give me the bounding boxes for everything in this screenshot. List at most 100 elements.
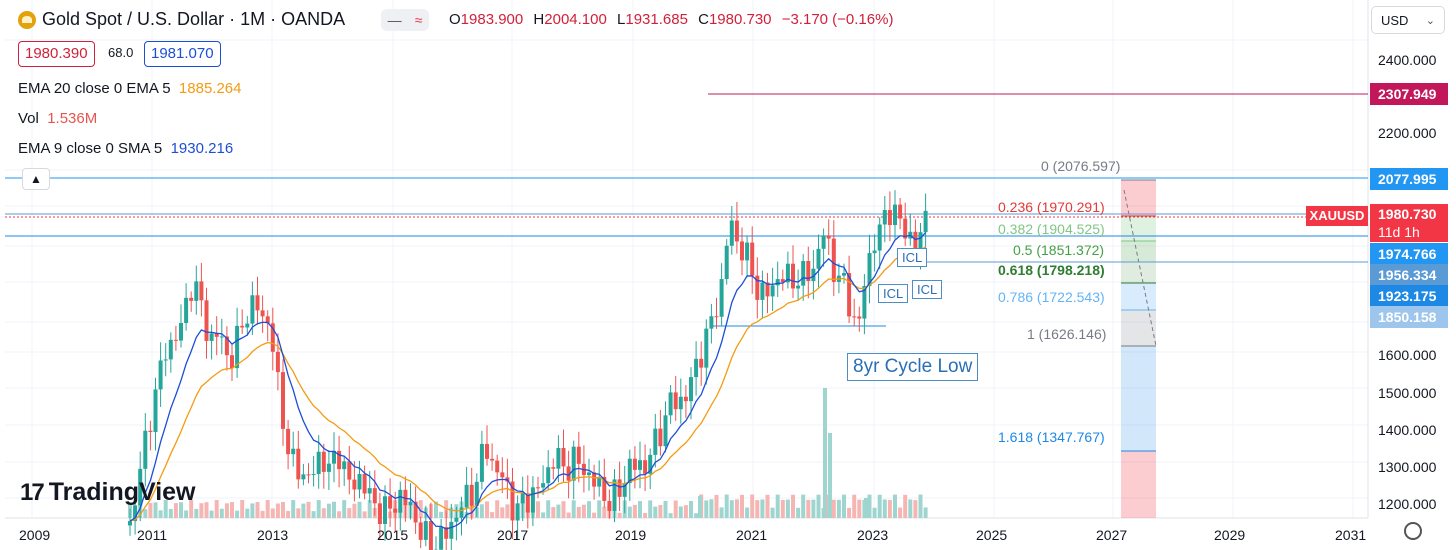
chart-mode-toggle[interactable]: — ≈ bbox=[381, 9, 429, 31]
fib-label-1618: 1.618 (1347.767) bbox=[998, 429, 1105, 445]
volume-bar bbox=[173, 503, 178, 518]
candle-body bbox=[923, 210, 928, 233]
candle-body bbox=[413, 501, 418, 523]
fib-label-0382: 0.382 (1904.525) bbox=[998, 221, 1105, 237]
volume-bar bbox=[780, 499, 785, 518]
gold-coin-icon bbox=[18, 10, 36, 29]
volume-bar bbox=[806, 499, 811, 518]
volume-bar bbox=[541, 512, 546, 518]
volume-bar bbox=[250, 503, 255, 518]
cycle-low-annotation[interactable]: 8yr Cycle Low bbox=[847, 353, 979, 381]
volume-bar bbox=[245, 508, 250, 518]
volume-bar bbox=[347, 508, 352, 518]
candle-body bbox=[260, 310, 265, 317]
volume-bar bbox=[214, 500, 219, 518]
candle-body bbox=[393, 508, 398, 513]
candle-body bbox=[510, 481, 515, 521]
volume-bar bbox=[908, 499, 913, 518]
volume-bar bbox=[291, 500, 296, 518]
fib-label-0618: 0.618 (1798.218) bbox=[998, 262, 1105, 278]
collapse-legend-button[interactable]: ▲ bbox=[22, 168, 50, 190]
candle-body bbox=[734, 220, 739, 242]
candle-body bbox=[551, 467, 556, 469]
fib-zone bbox=[1121, 346, 1156, 451]
indicator-ema20[interactable]: EMA 20 close 0 EMA 5 1885.264 bbox=[18, 80, 242, 97]
x-tick: 2009 bbox=[19, 527, 51, 543]
volume-bar bbox=[587, 501, 591, 518]
volume-bar bbox=[505, 504, 510, 518]
candle-body bbox=[352, 479, 357, 490]
volume-bar bbox=[816, 494, 821, 518]
volume-bar bbox=[581, 504, 586, 518]
candle-body bbox=[153, 389, 158, 432]
volume-bar bbox=[857, 499, 862, 518]
candle-body bbox=[862, 285, 867, 319]
sell-price-box[interactable]: 1980.390 bbox=[18, 41, 95, 67]
volume-bar bbox=[576, 506, 581, 518]
candle-body bbox=[638, 460, 642, 470]
candle-body bbox=[194, 281, 199, 301]
candle-body bbox=[612, 479, 617, 511]
candle-body bbox=[826, 235, 831, 239]
volume-bar bbox=[689, 500, 693, 518]
tradingview-watermark: 17 TradingView bbox=[20, 478, 196, 507]
gear-icon[interactable] bbox=[1404, 522, 1422, 540]
volume-bar bbox=[882, 499, 887, 518]
volume-bar bbox=[714, 494, 719, 518]
symbol-title[interactable]: Gold Spot / U.S. Dollar · 1M · OANDA bbox=[18, 9, 345, 30]
fib-zone bbox=[1121, 241, 1156, 262]
candle-body bbox=[367, 488, 372, 494]
icl-annotation[interactable]: ICL bbox=[878, 284, 909, 303]
candle-body bbox=[163, 359, 168, 361]
candle-body bbox=[306, 474, 311, 476]
volume-bar bbox=[658, 505, 663, 518]
candle-body bbox=[250, 295, 255, 324]
ohlc-readout: O1983.900 H2004.100 L1931.685 C1980.730 … bbox=[449, 11, 894, 28]
volume-bar bbox=[199, 503, 204, 518]
volume-bar bbox=[153, 502, 158, 518]
candle-body bbox=[184, 297, 189, 323]
candle-body bbox=[240, 325, 245, 328]
candle-body bbox=[607, 500, 612, 511]
candle-body bbox=[852, 316, 857, 318]
x-tick: 2015 bbox=[377, 527, 409, 543]
price-label-2307: 2307.949 bbox=[1370, 83, 1448, 105]
candle-body bbox=[383, 496, 387, 524]
chart-grid bbox=[5, 0, 1369, 519]
candle-body bbox=[403, 489, 408, 506]
candle-body bbox=[296, 448, 301, 480]
candle-body bbox=[791, 263, 795, 289]
candle-body bbox=[454, 517, 459, 522]
volume-bar bbox=[306, 501, 311, 518]
candle-body bbox=[806, 260, 811, 282]
candle-body bbox=[199, 281, 204, 301]
candle-body bbox=[388, 496, 393, 509]
y-tick: 1200.000 bbox=[1378, 496, 1437, 512]
volume-bar bbox=[316, 500, 321, 518]
buy-price-box[interactable]: 1981.070 bbox=[144, 41, 221, 67]
fib-label-05: 0.5 (1851.372) bbox=[1013, 242, 1105, 258]
currency-select[interactable]: USD ⌄ bbox=[1371, 6, 1445, 34]
x-tick: 2013 bbox=[257, 527, 289, 543]
candle-body bbox=[490, 458, 495, 461]
volume-bar bbox=[898, 507, 903, 518]
x-tick: 2019 bbox=[615, 527, 647, 543]
icl-annotation[interactable]: ICL bbox=[897, 248, 928, 267]
candle-body bbox=[648, 454, 653, 474]
volume-bar bbox=[265, 500, 270, 518]
indicator-volume[interactable]: Vol 1.536M bbox=[18, 110, 98, 127]
candle-body bbox=[587, 472, 591, 476]
minus-icon[interactable]: — bbox=[387, 12, 402, 28]
icl-annotation[interactable]: ICL bbox=[912, 280, 943, 299]
candle-body bbox=[459, 507, 464, 518]
candle-body bbox=[321, 451, 326, 472]
wave-icon[interactable]: ≈ bbox=[414, 12, 423, 28]
indicator-ema9[interactable]: EMA 9 close 0 SMA 5 1930.216 bbox=[18, 140, 234, 157]
volume-bar bbox=[683, 505, 688, 518]
candle-body bbox=[357, 473, 362, 490]
x-tick: 2023 bbox=[857, 527, 889, 543]
volume-bar bbox=[801, 494, 806, 518]
volume-bar bbox=[184, 510, 189, 518]
candle-body bbox=[668, 392, 673, 416]
